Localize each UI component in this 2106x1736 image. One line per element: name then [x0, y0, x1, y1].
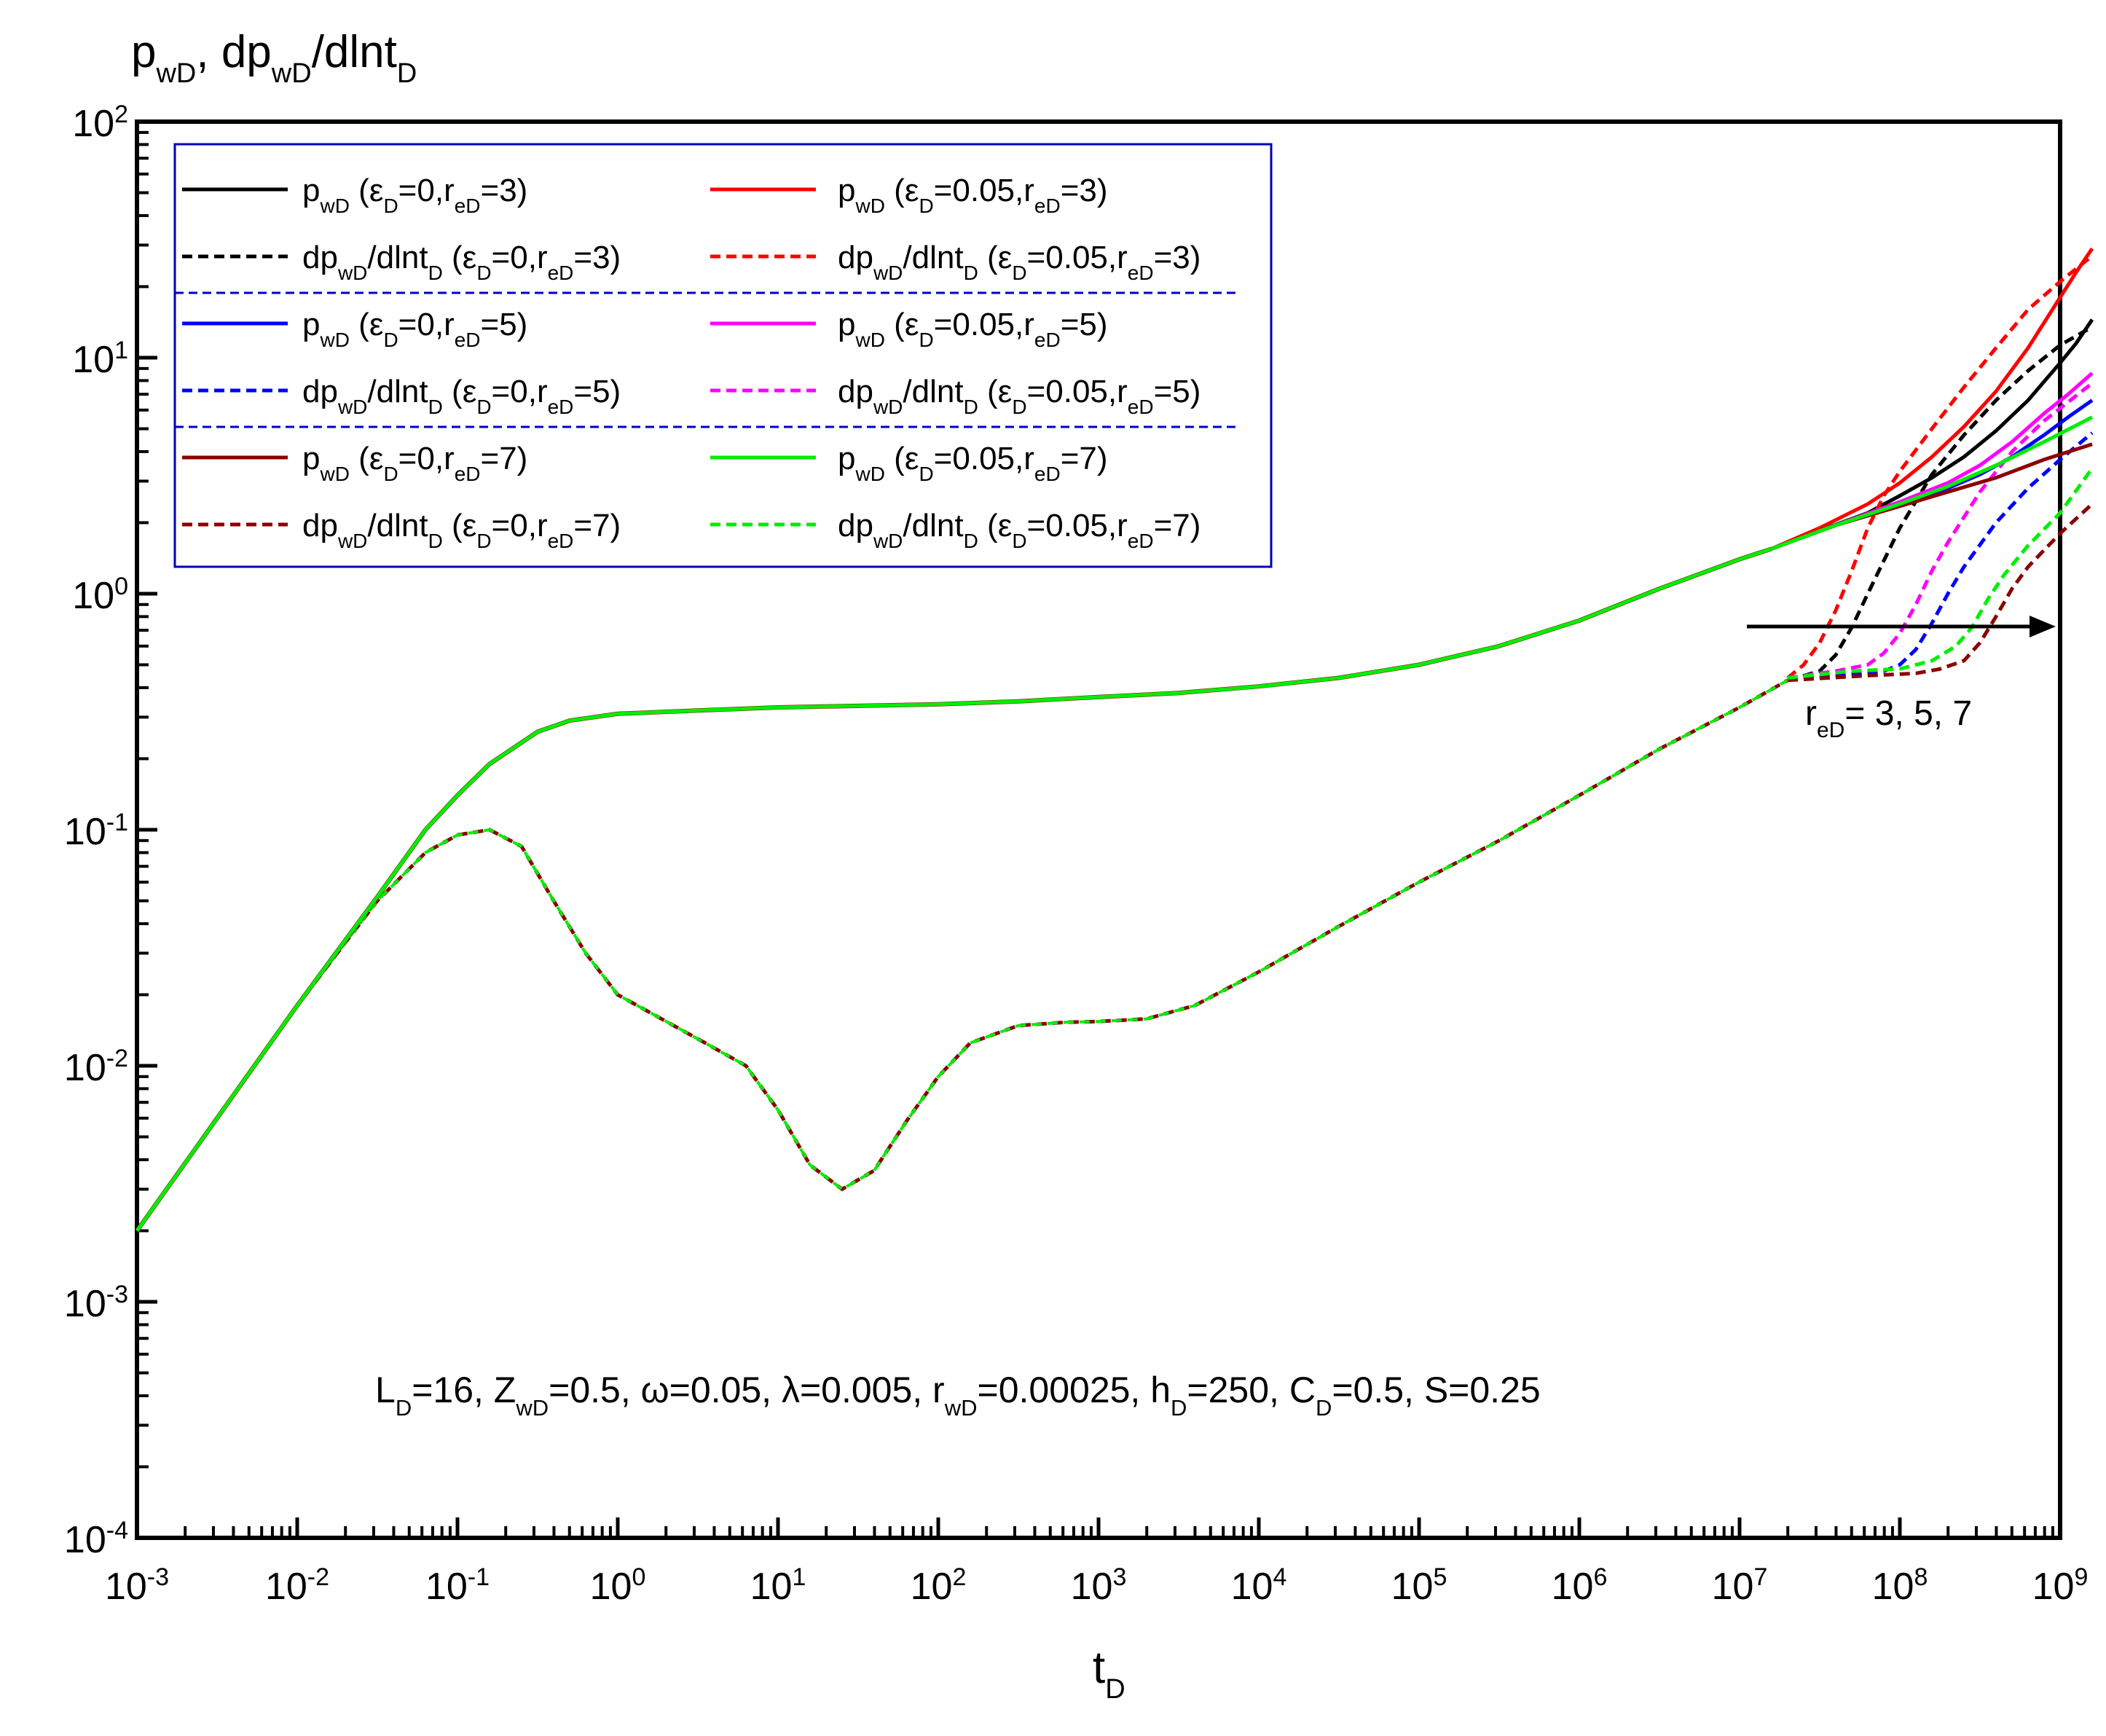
legend-label: dpwD/dlntD (εD=0,reD=7) [302, 508, 621, 552]
legend-label: pwD (εD=0.05,reD=3) [838, 173, 1108, 217]
series-line-9 [1787, 502, 2094, 683]
x-tick-label: 103 [1071, 1563, 1127, 1608]
series-line-3 [1786, 254, 2094, 680]
x-axis-title: tD [1093, 1643, 1125, 1705]
legend-label: dpwD/dlntD (εD=0,reD=3) [302, 240, 621, 284]
x-tick-label: 10-3 [105, 1563, 169, 1608]
x-tick-label: 100 [590, 1563, 646, 1608]
x-tick-label: 10-2 [265, 1563, 329, 1608]
series-line-7 [1787, 382, 2094, 680]
x-tick-label: 105 [1391, 1563, 1447, 1608]
y-tick-label: 10-1 [64, 809, 128, 853]
y-tick-label: 10-2 [64, 1045, 128, 1089]
y-tick-label: 102 [72, 101, 128, 145]
y-tick-label: 100 [72, 573, 128, 617]
legend-label: pwD (εD=0.05,reD=5) [838, 307, 1108, 351]
series-line-11 [1787, 467, 2094, 680]
y-tick-label: 101 [72, 337, 128, 381]
series-line-2 [1771, 247, 2094, 551]
legend-label: dpwD/dlntD (εD=0,reD=5) [302, 374, 621, 418]
series-line-8 [1771, 442, 2093, 551]
x-tick-label: 106 [1552, 1563, 1608, 1608]
legend: pwD (εD=0,reD=3) dpwD/dlntD (εD=0,reD=3) p… [175, 173, 1238, 552]
x-tick-label: 102 [911, 1563, 967, 1608]
red-annotation: reD= 3, 5, 7 [1805, 694, 1972, 742]
y-axis-title: pwD, dpwD/dlntD [131, 27, 417, 89]
common-pressure-curve [135, 546, 1772, 1232]
arrow-head-icon [2030, 616, 2056, 637]
x-tick-label: 108 [1872, 1563, 1928, 1608]
legend-label: pwD (εD=0.05,reD=7) [838, 441, 1108, 485]
x-tick-label: 10-1 [425, 1563, 490, 1608]
common-derivative-curve [135, 679, 1788, 1232]
legend-label: dpwD/dlntD (εD=0.05,reD=7) [838, 508, 1201, 552]
common-derivative-curve-under [135, 678, 1789, 1232]
x-tick-label: 109 [2032, 1563, 2089, 1608]
x-tick-label: 101 [750, 1563, 806, 1608]
x-tick-label: 107 [1712, 1563, 1768, 1608]
legend-label: dpwD/dlntD (εD=0.05,reD=5) [838, 374, 1201, 418]
parameters-annotation: LD=16, ZwD=0.5, ω=0.05, λ=0.005, rwD=0.0… [375, 1370, 1541, 1421]
y-tick-label: 10-4 [64, 1517, 128, 1561]
legend-label: pwD (εD=0,reD=3) [302, 173, 527, 217]
series-line-1 [1787, 325, 2094, 683]
y-tick-labels: 10-4 10-3 10-2 10-1 100 101 102 [64, 101, 128, 1561]
x-tick-label: 104 [1231, 1563, 1287, 1608]
legend-label: pwD (εD=0,reD=7) [302, 441, 527, 485]
legend-label: dpwD/dlntD (εD=0.05,reD=3) [838, 240, 1201, 284]
series-curves [135, 247, 2094, 1233]
y-tick-label: 10-3 [64, 1281, 128, 1325]
series-line-10 [1771, 415, 2094, 551]
legend-box [173, 143, 1273, 568]
x-tick-labels: 10-3 10-2 10-1 100 101 102 103 104 105 106 107 108 1… [105, 1563, 2088, 1608]
axis-ticks [135, 119, 2062, 1540]
legend-label: pwD (εD=0,reD=5) [302, 307, 527, 351]
